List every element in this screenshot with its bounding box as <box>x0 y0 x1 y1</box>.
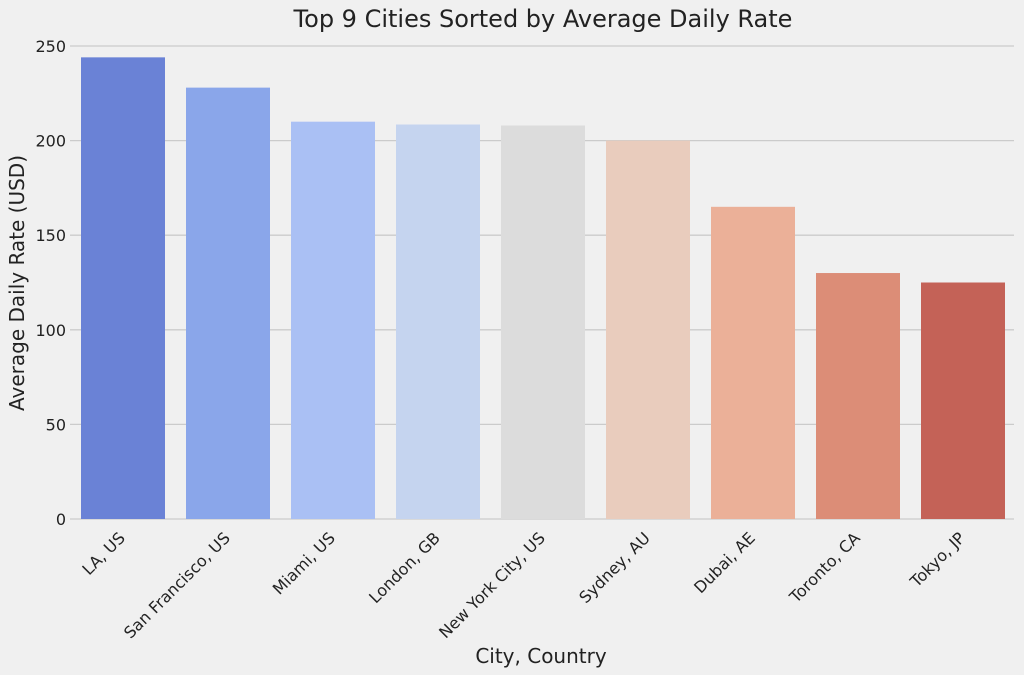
x-tick-label: New York City, US <box>435 528 549 642</box>
x-tick-label: LA, US <box>78 528 128 578</box>
x-tick-label: San Francisco, US <box>120 528 234 642</box>
y-tick-label: 250 <box>35 37 66 56</box>
y-tick-label: 200 <box>35 132 66 151</box>
x-axis-title: City, Country <box>475 644 607 668</box>
bar-5 <box>606 140 690 519</box>
bar-6 <box>711 206 795 519</box>
bar-7 <box>816 273 900 519</box>
y-axis-title: Average Daily Rate (USD) <box>5 155 29 411</box>
x-tick-label: Toronto, CA <box>785 528 864 607</box>
bar-3 <box>396 124 480 519</box>
bars <box>81 57 1005 520</box>
x-tick-label: Tokyo, JP <box>906 528 969 591</box>
x-tick-label: Sydney, AU <box>575 528 654 607</box>
bar-8 <box>921 282 1005 519</box>
x-tick-label: Dubai, AE <box>690 528 759 597</box>
bar-1 <box>186 87 270 520</box>
bar-4 <box>501 125 585 520</box>
y-tick-label: 100 <box>35 321 66 340</box>
y-tick-label: 50 <box>46 415 66 434</box>
y-axis-ticks: 0 50 100 150 200 250 <box>35 37 66 529</box>
bar-0 <box>81 57 165 520</box>
y-tick-label: 150 <box>35 226 66 245</box>
bar-2 <box>291 121 375 520</box>
y-tick-label: 0 <box>56 510 66 529</box>
x-tick-label: London, GB <box>365 528 444 607</box>
x-tick-label: Miami, US <box>269 528 339 598</box>
chart-title: Top 9 Cities Sorted by Average Daily Rat… <box>293 5 793 33</box>
